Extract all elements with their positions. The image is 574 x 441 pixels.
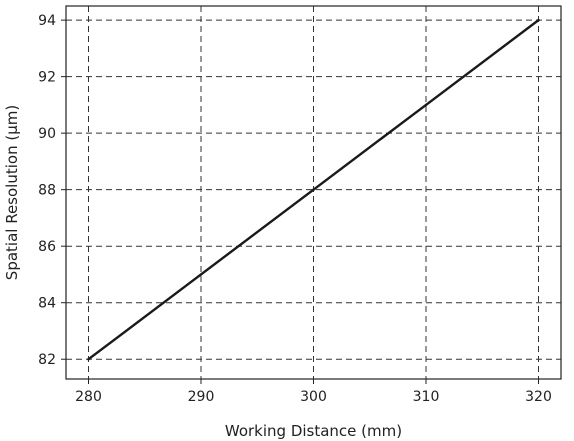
y-axis-title: Spatial Resolution (µm) — [3, 105, 21, 280]
data-point — [199, 273, 203, 276]
data-point — [537, 18, 540, 22]
axis-ticks: 280 290 300 310 320 82 84 86 88 90 92 94 — [38, 13, 552, 405]
grid — [66, 6, 561, 379]
data-point — [424, 103, 428, 107]
x-tick-label: 320 — [525, 389, 552, 405]
y-tick-label: 90 — [38, 126, 56, 142]
data-point — [87, 358, 90, 361]
x-axis-title: Working Distance (mm) — [225, 422, 402, 440]
x-tick-label: 300 — [300, 389, 327, 405]
y-tick-label: 88 — [38, 183, 56, 199]
x-tick-label: 280 — [75, 389, 102, 405]
data-point — [312, 188, 315, 191]
y-tick-label: 92 — [38, 70, 56, 86]
y-tick-label: 84 — [38, 296, 56, 312]
y-tick-label: 94 — [38, 13, 56, 29]
series-group — [87, 18, 540, 361]
x-tick-label: 290 — [188, 389, 215, 405]
y-tick-label: 86 — [38, 239, 56, 255]
x-tick-label: 310 — [413, 389, 440, 405]
y-tick-label: 82 — [38, 352, 56, 368]
